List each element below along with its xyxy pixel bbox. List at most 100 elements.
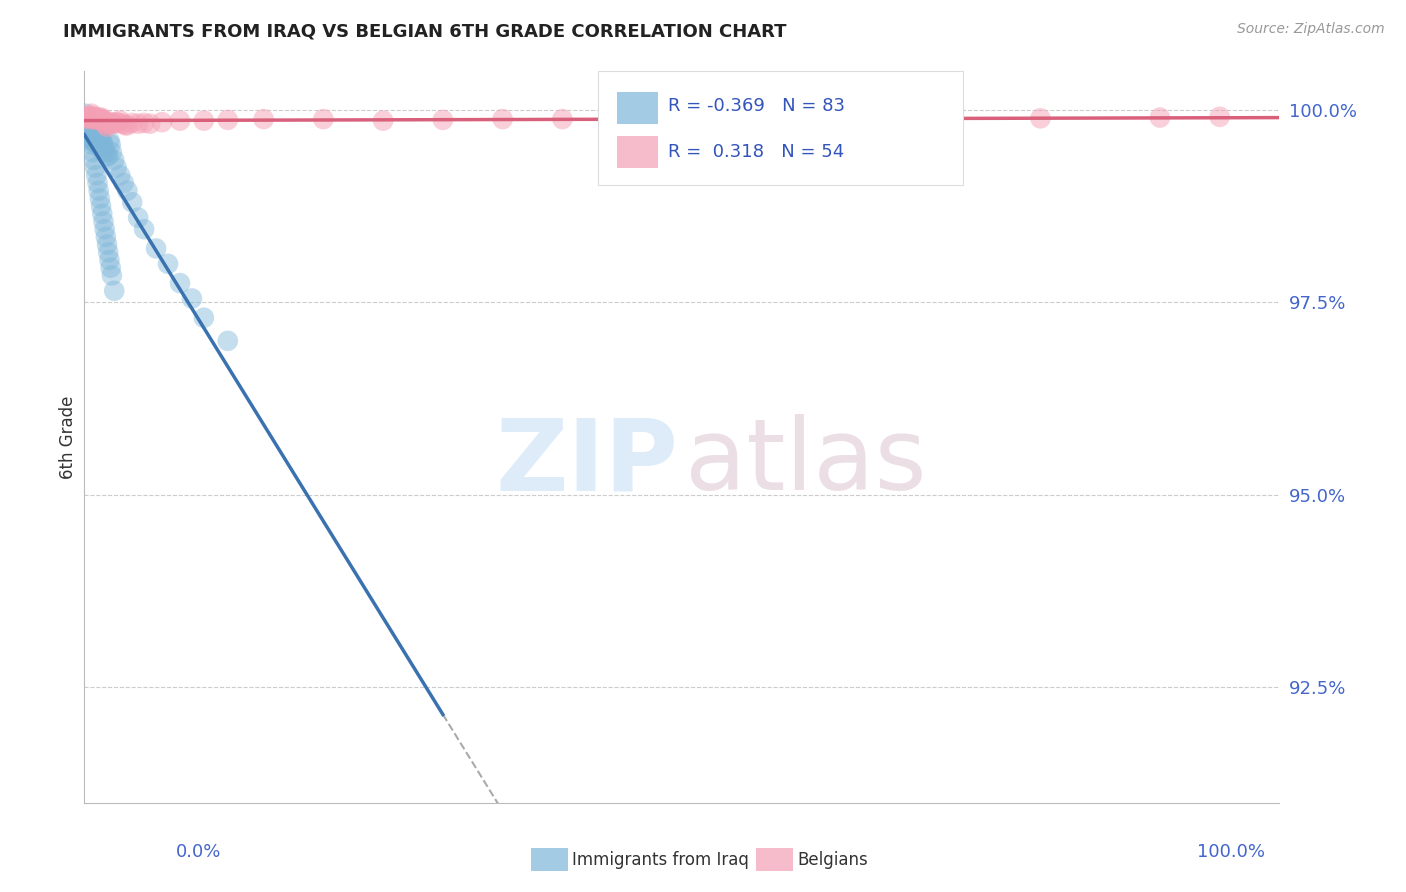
Point [86,176,108,190]
Point [84,134,107,148]
Point [89,134,111,148]
Point [97,114,120,128]
Point [551,112,574,127]
Point [83,129,105,144]
Point [94,118,117,132]
Point [312,112,335,127]
Point [89,137,111,152]
Point [79,112,101,127]
Point [86,134,108,148]
Point [80,122,103,136]
Point [75,106,97,120]
Point [432,112,454,127]
Point [79,126,101,140]
Text: 0.0%: 0.0% [176,843,221,861]
Point [1029,112,1052,126]
Point [1149,111,1171,125]
Point [101,117,124,131]
Point [77,109,100,123]
Point [80,106,103,120]
Point [76,111,98,125]
Text: IMMIGRANTS FROM IRAQ VS BELGIAN 6TH GRADE CORRELATION CHART: IMMIGRANTS FROM IRAQ VS BELGIAN 6TH GRAD… [63,22,787,40]
Point [98,252,121,267]
Point [77,111,100,125]
Point [87,129,110,144]
Point [93,114,115,128]
FancyBboxPatch shape [617,136,658,168]
Point [89,112,111,127]
Point [77,129,100,144]
Point [77,126,100,140]
Point [84,161,107,175]
Point [89,191,111,205]
Point [90,111,112,125]
Y-axis label: 6th Grade: 6th Grade [59,395,77,479]
Point [90,141,112,155]
Point [910,112,932,127]
Point [91,112,114,127]
Point [671,112,693,127]
Point [91,207,114,221]
Point [76,118,98,132]
Point [117,118,139,132]
Point [790,112,813,126]
Point [93,145,115,160]
Point [79,114,101,128]
Point [104,115,127,129]
Point [93,137,115,152]
Point [145,242,167,256]
Point [139,117,162,131]
Point [80,129,103,144]
Point [93,141,115,155]
Point [87,184,110,198]
Point [110,113,132,128]
Point [77,111,100,125]
Text: R =  0.318   N = 54: R = 0.318 N = 54 [668,143,844,161]
Point [193,113,215,128]
Point [132,116,156,130]
Point [82,134,104,148]
Point [91,134,114,148]
Point [76,112,98,127]
Point [82,126,104,140]
Point [103,284,125,298]
Point [77,118,100,132]
Point [492,112,515,127]
Point [98,134,121,148]
Point [127,211,149,225]
Point [86,129,108,144]
Point [82,129,104,144]
Point [75,114,97,128]
Text: atlas: atlas [686,414,927,511]
Point [150,115,173,129]
Point [94,145,117,160]
Point [97,245,120,260]
Point [127,117,149,131]
Point [86,134,108,148]
Point [105,161,128,175]
Point [83,153,105,167]
Point [93,116,115,130]
Point [86,169,108,183]
Point [114,118,136,132]
Text: Immigrants from Iraq: Immigrants from Iraq [572,851,749,869]
Point [110,169,132,183]
Point [217,334,239,348]
Point [77,126,100,140]
Point [121,195,143,210]
Point [86,137,108,152]
Point [76,122,98,136]
Point [169,113,191,128]
Point [84,111,107,125]
Point [111,117,134,131]
Point [91,141,114,155]
Point [84,126,107,140]
Point [77,114,100,128]
Point [93,214,115,228]
Point [82,109,104,123]
Point [83,111,105,125]
Point [96,237,118,252]
Point [253,112,276,127]
Text: ZIP: ZIP [495,414,678,511]
Point [1209,110,1232,124]
